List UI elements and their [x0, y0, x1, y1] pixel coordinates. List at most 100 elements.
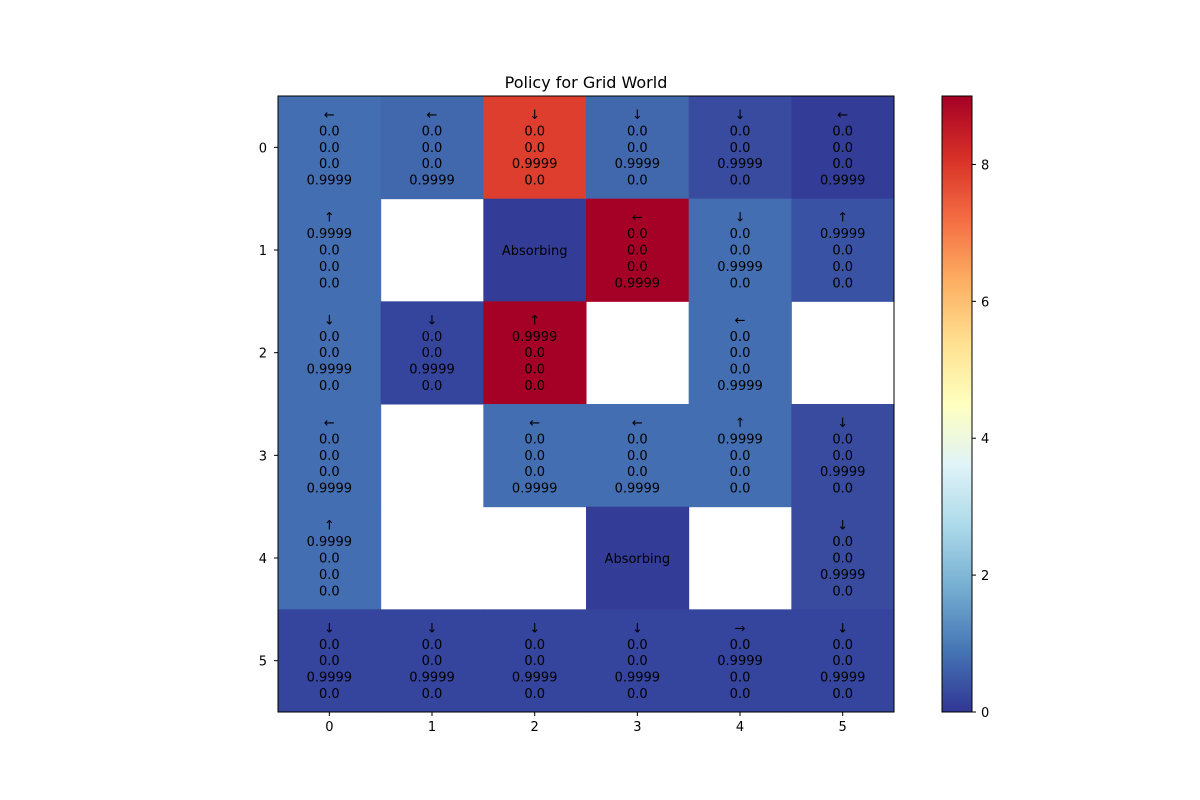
cell-prob-r1-c3-3: 0.9999	[615, 276, 661, 291]
cell-arrow-r0-c1: ←	[427, 108, 438, 123]
cell-prob-r5-c3-0: 0.0	[627, 638, 648, 653]
y-axis: 0 1 2 3 4 5	[259, 141, 278, 670]
cell-prob-r3-c5-2: 0.9999	[820, 465, 866, 480]
heatmap-cell-r5-c1	[380, 609, 484, 713]
cell-prob-r5-c2-2: 0.9999	[512, 671, 558, 686]
cell-arrow-r1-c4: ↓	[735, 211, 746, 226]
cell-arrow-r3-c2: ←	[529, 416, 540, 431]
colorbar-tick-label-2: 4	[981, 432, 989, 447]
heatmap-cell-r1-c2	[483, 198, 587, 302]
cell-prob-r3-c3-0: 0.0	[627, 432, 648, 447]
heatmap-cell-r2-c0	[278, 301, 382, 405]
cell-prob-r5-c5-3: 0.0	[832, 687, 853, 702]
cell-arrow-r5-c5: ↓	[837, 621, 848, 636]
cell-prob-r2-c2-1: 0.0	[524, 346, 545, 361]
cell-prob-r0-c5-2: 0.0	[832, 157, 853, 172]
heatmap-cell-r1-c0	[278, 198, 382, 302]
cell-prob-r3-c2-1: 0.0	[524, 449, 545, 464]
cell-prob-r5-c5-1: 0.0	[832, 654, 853, 669]
y-tick-label-2: 2	[259, 347, 267, 362]
cell-prob-r0-c1-2: 0.0	[422, 157, 443, 172]
cell-arrow-r0-c0: ←	[324, 108, 335, 123]
heatmap-cell-r3-c3	[586, 404, 690, 508]
heatmap-cell-r0-c4	[688, 96, 792, 200]
cell-arrow-r5-c2: ↓	[529, 621, 540, 636]
cell-prob-r5-c4-1: 0.9999	[717, 654, 763, 669]
cell-prob-r0-c0-1: 0.0	[319, 141, 340, 156]
x-tick-label-4: 4	[736, 720, 744, 735]
cell-prob-r2-c2-0: 0.9999	[512, 330, 558, 345]
cell-prob-r3-c3-2: 0.0	[627, 465, 648, 480]
cell-prob-r0-c1-0: 0.0	[422, 124, 443, 139]
cell-prob-r2-c1-2: 0.9999	[409, 363, 455, 378]
cell-prob-r0-c4-3: 0.0	[730, 174, 751, 189]
cell-prob-r2-c0-3: 0.0	[319, 379, 340, 394]
cell-arrow-r2-c1: ↓	[427, 313, 438, 328]
cell-prob-r5-c5-0: 0.0	[832, 638, 853, 653]
cell-prob-r1-c5-0: 0.9999	[820, 227, 866, 242]
heatmap-cell-r0-c2	[483, 96, 587, 200]
heatmap-cell-r0-c0	[278, 96, 382, 200]
cell-prob-r0-c4-2: 0.9999	[717, 157, 763, 172]
cell-prob-r3-c4-0: 0.9999	[717, 432, 763, 447]
cell-prob-r3-c2-3: 0.9999	[512, 482, 558, 497]
cell-prob-r3-c0-2: 0.0	[319, 465, 340, 480]
colorbar-tick-label-3: 6	[981, 295, 989, 310]
heatmap-cell-r5-c4	[688, 609, 792, 713]
heatmap-cells	[278, 96, 895, 713]
cell-prob-r4-c5-1: 0.0	[832, 552, 853, 567]
cell-prob-r0-c4-1: 0.0	[730, 141, 751, 156]
cell-prob-r1-c4-0: 0.0	[730, 227, 751, 242]
heatmap-cell-r2-c4	[688, 301, 792, 405]
colorbar-tick-label-0: 0	[981, 706, 989, 721]
cell-prob-r1-c4-3: 0.0	[730, 276, 751, 291]
cell-prob-r1-c3-1: 0.0	[627, 244, 648, 259]
cell-prob-r3-c0-3: 0.9999	[307, 482, 353, 497]
heatmap-cell-r0-c1	[380, 96, 484, 200]
cell-prob-r5-c3-2: 0.9999	[615, 671, 661, 686]
colorbar: 0 2 4 6 8	[941, 95, 989, 721]
cell-prob-r5-c4-0: 0.0	[730, 638, 751, 653]
cell-prob-r5-c1-0: 0.0	[422, 638, 443, 653]
heatmap-cell-r5-c2	[483, 609, 587, 713]
plot-frame	[277, 95, 895, 713]
cell-prob-r2-c1-3: 0.0	[422, 379, 443, 394]
x-axis: 0 1 2 3 4 5	[325, 712, 847, 735]
heatmap-cell-r0-c5	[791, 96, 895, 200]
cell-prob-r0-c2-2: 0.9999	[512, 157, 558, 172]
cell-prob-r1-c3-2: 0.0	[627, 260, 648, 275]
cell-arrow-r3-c4: ↑	[735, 416, 746, 431]
cell-prob-r5-c1-1: 0.0	[422, 654, 443, 669]
cell-prob-r2-c4-2: 0.0	[730, 363, 751, 378]
cell-prob-r1-c3-0: 0.0	[627, 227, 648, 242]
cell-label-r4-c3: Absorbing	[605, 552, 671, 567]
cell-prob-r5-c5-2: 0.9999	[820, 671, 866, 686]
cell-prob-r3-c4-3: 0.0	[730, 482, 751, 497]
cell-arrow-r1-c0: ↑	[324, 211, 335, 226]
cell-prob-r1-c0-1: 0.0	[319, 244, 340, 259]
cell-arrow-r0-c2: ↓	[529, 108, 540, 123]
cell-arrow-r2-c2: ↑	[529, 313, 540, 328]
cell-prob-r5-c0-1: 0.0	[319, 654, 340, 669]
y-tick-label-5: 5	[259, 655, 267, 670]
colorbar-gradient	[941, 95, 973, 713]
heatmap-cell-r3-c5	[791, 404, 895, 508]
cell-prob-r4-c5-3: 0.0	[832, 584, 853, 599]
cell-prob-r0-c3-0: 0.0	[627, 124, 648, 139]
cell-prob-r0-c3-1: 0.0	[627, 141, 648, 156]
cell-prob-r3-c4-2: 0.0	[730, 465, 751, 480]
cell-prob-r1-c4-2: 0.9999	[717, 260, 763, 275]
cell-prob-r3-c3-3: 0.9999	[615, 482, 661, 497]
cell-prob-r3-c5-3: 0.0	[832, 482, 853, 497]
cell-prob-r5-c3-1: 0.0	[627, 654, 648, 669]
cell-prob-r5-c1-3: 0.0	[422, 687, 443, 702]
x-tick-label-5: 5	[839, 720, 847, 735]
colorbar-ticks: 0 2 4 6 8	[972, 158, 989, 721]
cell-arrow-r5-c3: ↓	[632, 621, 643, 636]
cell-arrow-r5-c0: ↓	[324, 621, 335, 636]
cell-label-r1-c2: Absorbing	[502, 244, 568, 259]
cell-prob-r0-c5-0: 0.0	[832, 124, 853, 139]
cell-prob-r4-c5-0: 0.0	[832, 535, 853, 550]
cell-prob-r5-c0-0: 0.0	[319, 638, 340, 653]
